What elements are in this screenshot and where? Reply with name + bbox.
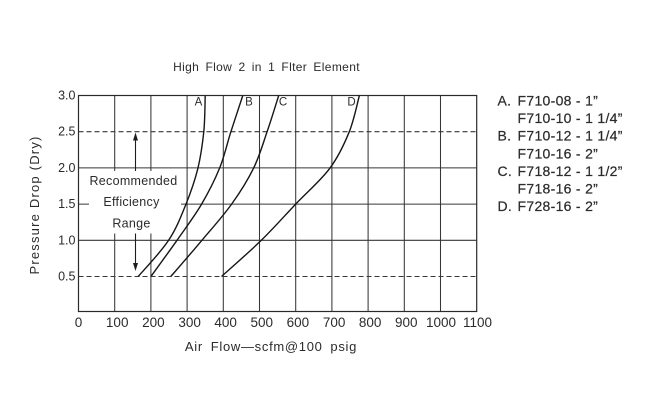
svg-text:100: 100 [106, 315, 129, 330]
svg-text:300: 300 [178, 315, 201, 330]
svg-text:Recommended: Recommended [89, 174, 177, 188]
svg-text:Efficiency: Efficiency [103, 195, 160, 209]
svg-text:500: 500 [251, 315, 274, 330]
svg-text:A: A [195, 97, 203, 109]
svg-text:200: 200 [142, 315, 165, 330]
svg-text:F710-12 - 1 1/4”: F710-12 - 1 1/4” [518, 128, 623, 144]
svg-text:600: 600 [287, 315, 310, 330]
svg-text:1000: 1000 [426, 315, 456, 330]
svg-text:800: 800 [359, 315, 382, 330]
svg-text:A.: A. [498, 93, 512, 109]
svg-text:2.5: 2.5 [58, 125, 75, 139]
svg-text:1100: 1100 [463, 315, 492, 330]
svg-text:B.: B. [498, 128, 512, 144]
svg-text:Range: Range [112, 217, 150, 231]
svg-text:F728-16 - 2”: F728-16 - 2” [518, 198, 599, 214]
svg-text:400: 400 [214, 315, 237, 330]
svg-text:Air Flow—scfm@100 psig: Air Flow—scfm@100 psig [185, 339, 357, 354]
svg-text:0.5: 0.5 [58, 270, 75, 284]
svg-text:700: 700 [323, 315, 346, 330]
svg-text:F718-16 - 2”: F718-16 - 2” [518, 181, 599, 197]
svg-text:2.0: 2.0 [58, 161, 75, 175]
svg-text:1.0: 1.0 [58, 233, 75, 247]
svg-text:Pressure Drop (Dry): Pressure Drop (Dry) [27, 135, 42, 274]
svg-text:C: C [279, 97, 287, 109]
svg-text:D: D [347, 97, 355, 109]
svg-text:0: 0 [75, 315, 83, 330]
svg-text:F710-10 - 1 1/4”: F710-10 - 1 1/4” [518, 110, 623, 126]
svg-text:F718-12 - 1 1/2”: F718-12 - 1 1/2” [518, 163, 623, 179]
svg-text:C.: C. [498, 163, 513, 179]
svg-text:F710-16 - 2”: F710-16 - 2” [518, 145, 599, 161]
svg-text:D.: D. [498, 198, 513, 214]
svg-text:High Flow 2 in 1 Flter Element: High Flow 2 in 1 Flter Element [173, 60, 360, 74]
svg-text:B: B [245, 97, 253, 109]
svg-text:F710-08 - 1”: F710-08 - 1” [518, 93, 599, 109]
svg-text:3.0: 3.0 [58, 89, 75, 103]
svg-text:900: 900 [395, 315, 418, 330]
svg-text:1.5: 1.5 [58, 197, 75, 211]
